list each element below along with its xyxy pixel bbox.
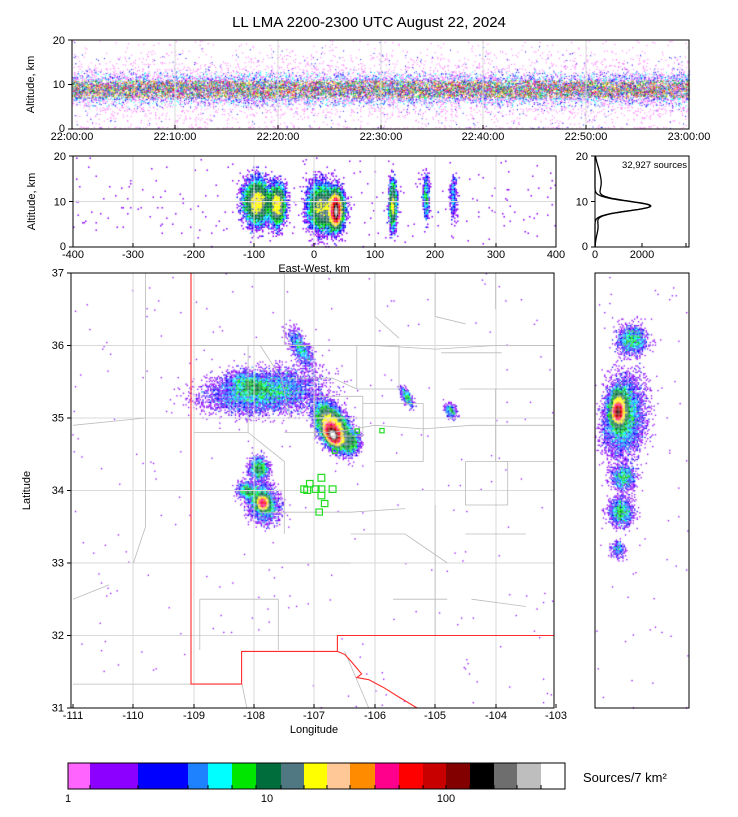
svg-text:22:40:00: 22:40:00 <box>462 131 505 143</box>
svg-text:-104: -104 <box>485 710 507 722</box>
svg-text:20: 20 <box>53 35 65 47</box>
svg-text:36: 36 <box>52 340 64 352</box>
svg-text:100: 100 <box>366 249 384 261</box>
svg-text:0: 0 <box>592 249 598 261</box>
svg-text:0: 0 <box>311 249 317 261</box>
svg-text:400: 400 <box>547 249 565 261</box>
svg-text:22:30:00: 22:30:00 <box>360 131 403 143</box>
svg-text:37: 37 <box>52 268 64 280</box>
svg-text:33: 33 <box>52 558 64 570</box>
svg-text:LL LMA 2200-2300 UTC August 22: LL LMA 2200-2300 UTC August 22, 2024 <box>232 14 506 31</box>
svg-text:10: 10 <box>576 197 588 209</box>
svg-text:Sources/7 km²: Sources/7 km² <box>583 770 667 785</box>
svg-text:-100: -100 <box>243 249 265 261</box>
svg-text:22:00:00: 22:00:00 <box>51 131 94 143</box>
svg-text:20: 20 <box>54 151 66 163</box>
svg-text:2000: 2000 <box>630 249 654 261</box>
svg-text:Altitude, km: Altitude, km <box>26 173 38 230</box>
svg-text:-110: -110 <box>122 710 143 722</box>
svg-text:-106: -106 <box>364 710 386 722</box>
svg-text:22:10:00: 22:10:00 <box>154 131 197 143</box>
svg-text:100: 100 <box>437 793 455 805</box>
svg-text:-103: -103 <box>545 710 567 722</box>
svg-text:-300: -300 <box>122 249 144 261</box>
svg-text:10: 10 <box>54 197 66 209</box>
svg-text:22:50:00: 22:50:00 <box>565 131 608 143</box>
svg-text:32,927 sources: 32,927 sources <box>622 160 687 171</box>
svg-text:-108: -108 <box>243 710 265 722</box>
svg-text:34: 34 <box>52 485 64 497</box>
svg-text:22:20:00: 22:20:00 <box>257 131 300 143</box>
svg-text:200: 200 <box>426 249 444 261</box>
svg-text:300: 300 <box>487 249 505 261</box>
svg-text:-105: -105 <box>424 710 446 722</box>
svg-text:-109: -109 <box>183 710 205 722</box>
svg-text:Longitude: Longitude <box>290 724 338 736</box>
svg-text:10: 10 <box>261 793 273 805</box>
svg-text:-200: -200 <box>183 249 205 261</box>
svg-text:1: 1 <box>65 793 71 805</box>
svg-text:10: 10 <box>53 79 65 91</box>
svg-text:23:00:00: 23:00:00 <box>668 131 711 143</box>
svg-text:Altitude, km: Altitude, km <box>25 56 37 113</box>
svg-text:35: 35 <box>52 413 64 425</box>
svg-text:20: 20 <box>576 151 588 163</box>
svg-text:-107: -107 <box>303 710 325 722</box>
svg-text:Latitude: Latitude <box>21 471 33 510</box>
svg-text:-400: -400 <box>62 249 84 261</box>
svg-text:32: 32 <box>52 630 64 642</box>
svg-text:-111: -111 <box>63 710 83 722</box>
svg-text:0: 0 <box>582 241 588 253</box>
